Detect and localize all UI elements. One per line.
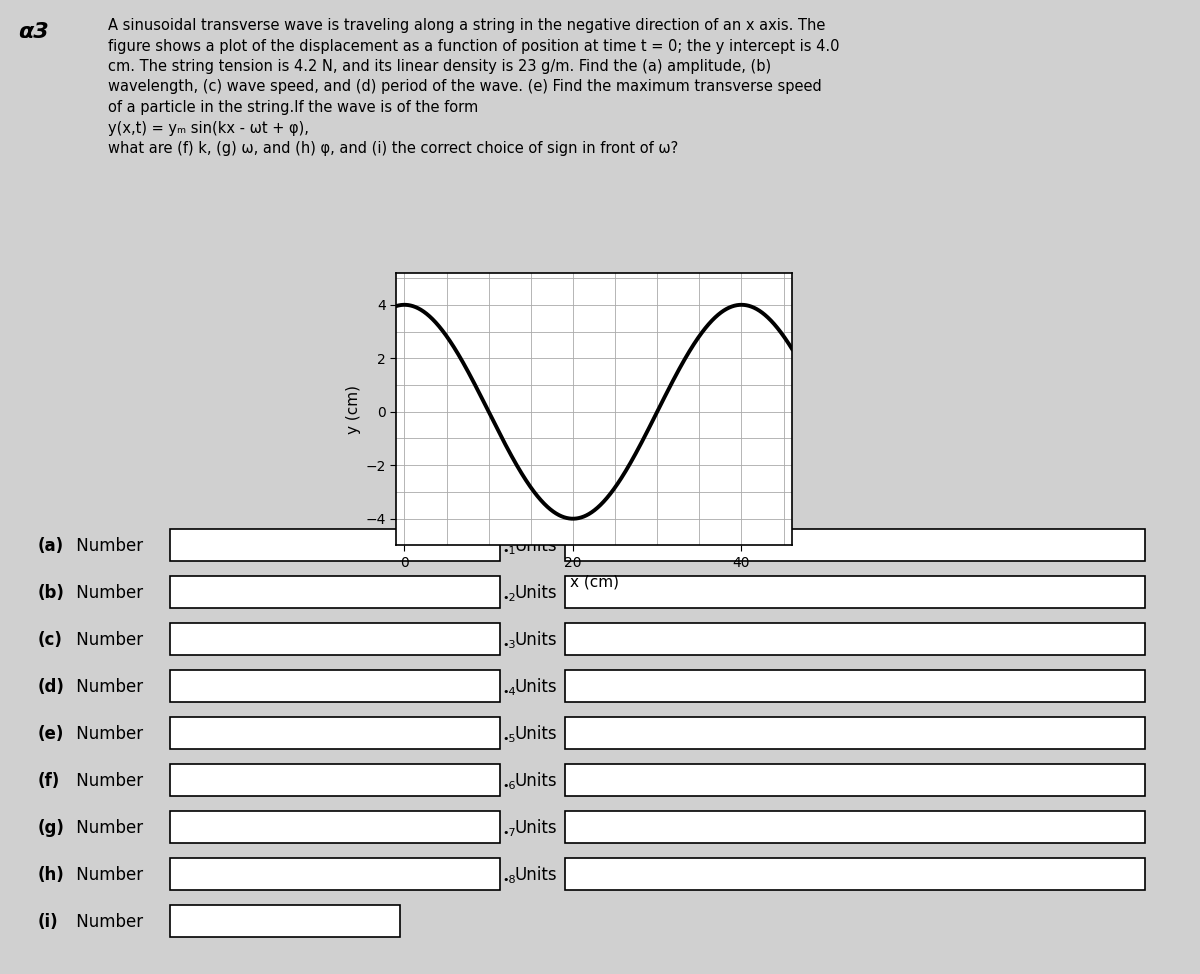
Bar [170, 905, 400, 937]
Bar [565, 717, 1145, 749]
Text: of a particle in the string.If the wave is of the form: of a particle in the string.If the wave … [108, 100, 479, 115]
Text: cm. The string tension is 4.2 N, and its linear density is 23 g/m. Find the (a) : cm. The string tension is 4.2 N, and its… [108, 59, 772, 74]
Bar [565, 858, 1145, 890]
Text: Number: Number [71, 913, 143, 931]
Bar [170, 529, 500, 561]
Text: Number: Number [71, 725, 143, 743]
Text: Units: Units [515, 866, 558, 884]
Text: •6: •6 [502, 781, 516, 791]
Text: •2: •2 [502, 593, 516, 603]
Text: y(x,t) = yₘ sin(kx - ωt + φ),: y(x,t) = yₘ sin(kx - ωt + φ), [108, 121, 308, 135]
Bar [170, 623, 500, 655]
Text: α3: α3 [18, 22, 49, 42]
Text: (d): (d) [38, 678, 65, 696]
Bar [170, 670, 500, 702]
Bar [170, 576, 500, 608]
Text: Number: Number [71, 678, 143, 696]
Text: •3: •3 [502, 640, 516, 650]
Text: Number: Number [71, 866, 143, 884]
Text: (a): (a) [38, 537, 64, 555]
Text: Units: Units [515, 678, 558, 696]
Bar [170, 717, 500, 749]
Text: (h): (h) [38, 866, 65, 884]
Text: Number: Number [71, 537, 143, 555]
Bar [565, 623, 1145, 655]
Bar [565, 576, 1145, 608]
Text: •4: •4 [502, 687, 516, 697]
Bar [170, 858, 500, 890]
Text: •8: •8 [502, 875, 516, 885]
Text: Number: Number [71, 631, 143, 649]
Text: Units: Units [515, 537, 558, 555]
Bar [565, 764, 1145, 796]
Text: (c): (c) [38, 631, 62, 649]
Text: Number: Number [71, 584, 143, 602]
Bar [170, 811, 500, 843]
Text: (g): (g) [38, 819, 65, 837]
Text: Number: Number [71, 819, 143, 837]
Bar [170, 764, 500, 796]
Bar [565, 529, 1145, 561]
Text: •7: •7 [502, 828, 516, 838]
Text: (f): (f) [38, 772, 60, 790]
Text: figure shows a plot of the displacement as a function of position at time t = 0;: figure shows a plot of the displacement … [108, 39, 840, 54]
Text: Number: Number [71, 772, 143, 790]
Text: A sinusoidal transverse wave is traveling along a string in the negative directi: A sinusoidal transverse wave is travelin… [108, 18, 826, 33]
Text: (b): (b) [38, 584, 65, 602]
Text: •5: •5 [502, 734, 516, 744]
Bar [565, 670, 1145, 702]
Bar [565, 811, 1145, 843]
Text: Units: Units [515, 772, 558, 790]
Text: Units: Units [515, 631, 558, 649]
Text: Units: Units [515, 584, 558, 602]
Text: (e): (e) [38, 725, 65, 743]
Text: Units: Units [515, 819, 558, 837]
Y-axis label: y (cm): y (cm) [346, 385, 361, 433]
Text: Units: Units [515, 725, 558, 743]
Text: (i): (i) [38, 913, 59, 931]
Text: •1: •1 [502, 546, 516, 556]
Text: what are (f) k, (g) ω, and (h) φ, and (i) the correct choice of sign in front of: what are (f) k, (g) ω, and (h) φ, and (i… [108, 141, 678, 156]
X-axis label: x (cm): x (cm) [570, 574, 618, 589]
Text: wavelength, (c) wave speed, and (d) period of the wave. (e) Find the maximum tra: wavelength, (c) wave speed, and (d) peri… [108, 80, 822, 94]
